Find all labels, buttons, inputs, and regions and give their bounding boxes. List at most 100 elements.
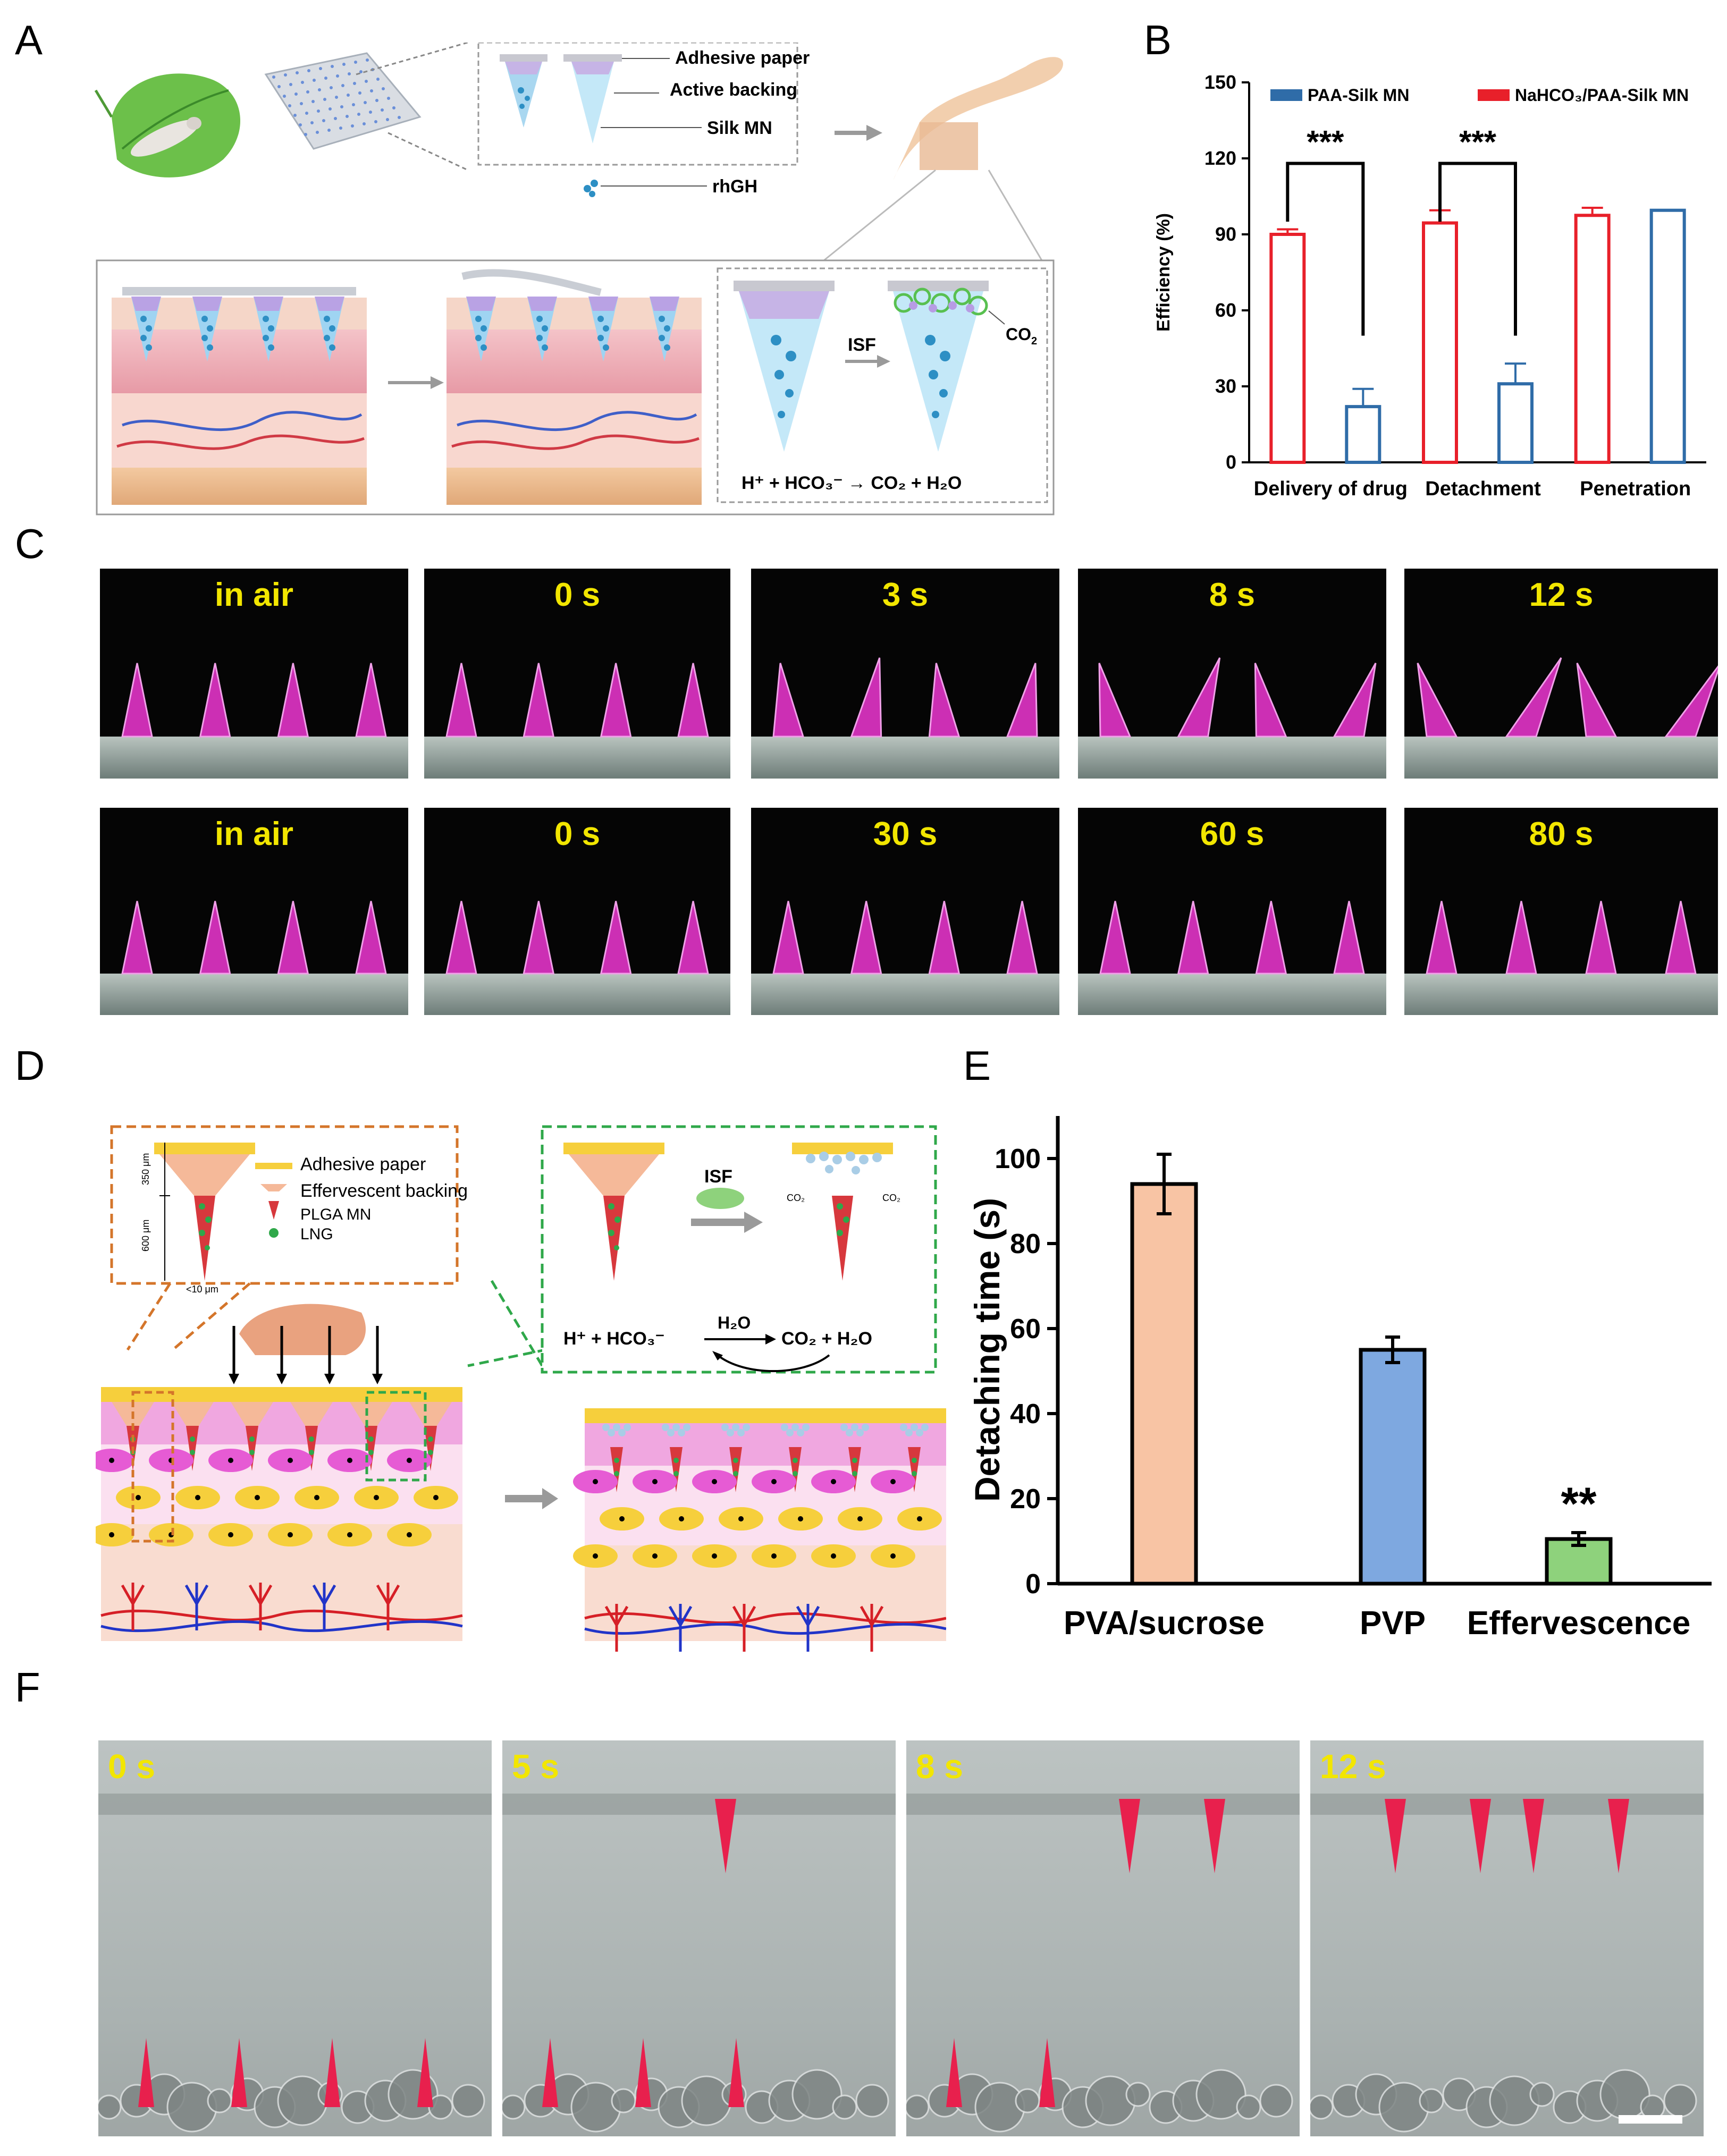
isf-drop-icon xyxy=(696,1188,744,1209)
microneedle xyxy=(729,1447,742,1492)
substrate xyxy=(100,737,408,779)
water-surface xyxy=(98,1794,492,1815)
microneedle-array xyxy=(772,657,1038,738)
microneedle xyxy=(138,2038,154,2107)
label-isf-d: ISF xyxy=(704,1166,732,1187)
time-label: 80 s xyxy=(1529,816,1594,852)
y-tick-label: 0 xyxy=(1025,1569,1041,1600)
microneedle xyxy=(1099,901,1131,975)
microneedle xyxy=(1664,665,1718,738)
microneedle xyxy=(277,663,309,738)
bar xyxy=(1574,214,1611,464)
bubble xyxy=(1259,2084,1293,2118)
microneedle xyxy=(772,901,804,975)
y-axis-title: Efficiency (%) xyxy=(1153,213,1174,332)
microneedle xyxy=(1098,663,1132,738)
bubble xyxy=(1015,2088,1040,2113)
microneedle xyxy=(1254,663,1287,738)
y-axis-title: Detaching time (s) xyxy=(967,1198,1007,1502)
bar xyxy=(1649,208,1686,464)
microneedle xyxy=(1006,901,1038,975)
substrate xyxy=(1078,737,1386,779)
substrate xyxy=(424,974,730,1015)
significance-label: *** xyxy=(1459,124,1497,160)
microneedle xyxy=(1177,901,1209,975)
microneedle xyxy=(417,2038,433,2107)
legend-lng: LNG xyxy=(300,1225,333,1243)
label-dim-600: 600 μm xyxy=(140,1220,151,1252)
panel-label-b: B xyxy=(1144,16,1172,63)
label-dim-350: 350 μm xyxy=(140,1153,151,1185)
microneedle-array xyxy=(1099,901,1365,975)
microneedle xyxy=(715,1799,736,1873)
photo-frame: 12 s xyxy=(1310,1740,1704,2136)
substrate xyxy=(424,737,730,779)
panel-d-schematic: 350 μm 600 μm <10 μm Adhesive paper Effe… xyxy=(96,1125,946,1652)
microneedle xyxy=(1426,901,1458,975)
bubble xyxy=(1236,2094,1261,2120)
microneedle xyxy=(445,663,477,738)
label-co2-right: CO₂ xyxy=(882,1193,900,1203)
microneedle xyxy=(523,663,555,738)
bubble xyxy=(1529,2082,1555,2107)
microneedle xyxy=(677,663,709,738)
significance-label: ** xyxy=(1561,1478,1597,1529)
arm-icon xyxy=(893,57,1063,181)
y-tick-label: 90 xyxy=(1215,223,1236,245)
skin-block-before xyxy=(112,287,367,505)
y-tick-label: 150 xyxy=(1204,71,1236,93)
time-label: 30 s xyxy=(873,816,938,852)
microneedle xyxy=(928,901,961,975)
microneedle xyxy=(1255,901,1287,975)
arrow-icon xyxy=(877,355,890,368)
arrow-icon xyxy=(744,1212,763,1233)
x-tick-label: Penetration xyxy=(1580,478,1691,500)
microneedle-scene xyxy=(98,1794,492,2133)
bar xyxy=(1345,405,1381,464)
microneedle xyxy=(1665,901,1697,975)
microneedle xyxy=(1417,663,1458,738)
microneedle-array xyxy=(121,663,387,738)
bar xyxy=(1422,221,1458,464)
label-adhesive-paper: Adhesive paper xyxy=(675,48,810,68)
time-label: 8 s xyxy=(1209,577,1256,613)
microneedle xyxy=(1523,1799,1544,1873)
y-tick-label: 40 xyxy=(1010,1399,1041,1430)
water-surface xyxy=(906,1794,1300,1815)
microneedle-array xyxy=(445,663,709,738)
label-dim-tip: <10 μm xyxy=(186,1284,218,1295)
mn-patch xyxy=(264,52,422,150)
photo-frame: 5 s xyxy=(502,1740,896,2136)
microneedle xyxy=(848,1447,861,1492)
time-label: 60 s xyxy=(1200,816,1265,852)
microneedle xyxy=(728,2038,744,2107)
microneedle xyxy=(424,1426,437,1471)
microneedle xyxy=(1585,901,1617,975)
legend-label: PAA-Silk MN xyxy=(1308,86,1409,105)
panel-label-f: F xyxy=(15,1664,40,1711)
label-active-backing: Active backing xyxy=(670,80,797,100)
bubble xyxy=(1125,2082,1151,2107)
microneedle xyxy=(1505,657,1562,738)
microneedle xyxy=(670,1447,683,1492)
time-label: 12 s xyxy=(1529,577,1594,613)
bubble xyxy=(1310,2094,1334,2120)
microneedle xyxy=(600,901,632,975)
bubble xyxy=(1663,2084,1697,2118)
microneedle xyxy=(355,901,387,975)
microneedle xyxy=(445,901,477,975)
bubble xyxy=(832,2094,857,2120)
bubble xyxy=(207,2088,232,2113)
photo-frame: 3 s xyxy=(751,569,1059,779)
microneedle-array xyxy=(772,901,1038,975)
microneedle-scene xyxy=(906,1794,1300,2133)
water-surface xyxy=(1310,1794,1704,1815)
finger-icon xyxy=(239,1304,366,1355)
photo-frame: in air xyxy=(100,569,408,779)
microneedle xyxy=(1119,1799,1140,1873)
arrow-icon xyxy=(866,125,882,141)
photo-frame: 8 s xyxy=(906,1740,1300,2136)
bubble xyxy=(611,2088,636,2113)
x-tick-label: Effervescence xyxy=(1467,1605,1691,1642)
panel-label-a: A xyxy=(15,16,43,63)
